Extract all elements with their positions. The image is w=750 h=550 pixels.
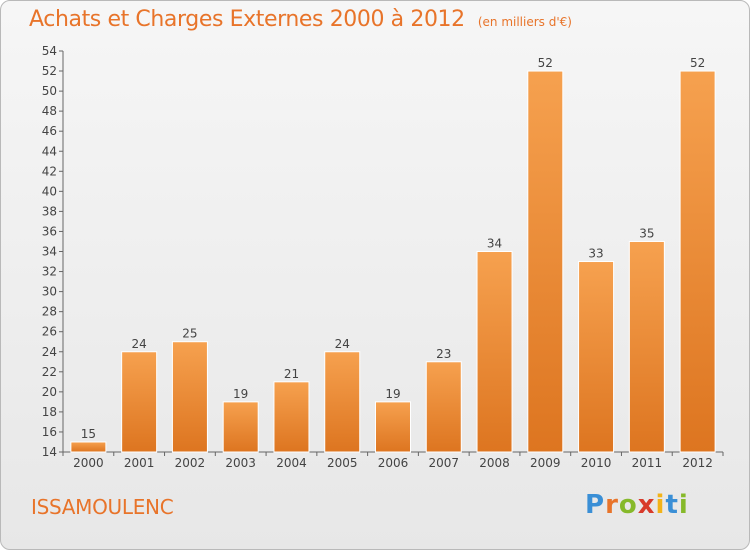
proxiti-logo: Proxiti bbox=[585, 490, 689, 520]
bar-2000 bbox=[70, 441, 107, 453]
logo-letter: r bbox=[605, 490, 619, 520]
logo-letter: i bbox=[655, 490, 666, 520]
bar-2005 bbox=[324, 351, 361, 453]
commune-name: ISSAMOULENC bbox=[31, 495, 174, 519]
value-label-2004: 21 bbox=[284, 367, 299, 381]
chart-title: Achats et Charges Externes 2000 à 2012 bbox=[29, 7, 465, 32]
bar-2010 bbox=[578, 261, 615, 453]
value-label-2012: 52 bbox=[690, 56, 705, 70]
y-tick-label: 26 bbox=[42, 325, 57, 339]
y-tick-label: 36 bbox=[42, 224, 57, 238]
bar-2004 bbox=[273, 381, 310, 453]
y-tick-label: 50 bbox=[42, 84, 57, 98]
y-tick-label: 20 bbox=[42, 385, 57, 399]
chart-header: Achats et Charges Externes 2000 à 2012 (… bbox=[29, 7, 572, 32]
value-label-2009: 52 bbox=[538, 56, 553, 70]
x-tick-label: 2007 bbox=[428, 456, 459, 470]
x-tick-label: 2009 bbox=[530, 456, 561, 470]
bar-2009 bbox=[527, 70, 564, 453]
y-tick-label: 48 bbox=[42, 104, 57, 118]
value-label-2006: 19 bbox=[385, 387, 400, 401]
logo-letter: P bbox=[585, 490, 606, 520]
x-tick-label: 2006 bbox=[378, 456, 409, 470]
bar-2002 bbox=[171, 341, 208, 453]
chart-bars bbox=[70, 70, 716, 453]
value-label-2011: 35 bbox=[639, 226, 654, 240]
bar-2006 bbox=[375, 401, 411, 453]
y-tick-label: 40 bbox=[42, 184, 57, 198]
logo-letter: t bbox=[665, 490, 679, 520]
y-tick-label: 28 bbox=[42, 305, 57, 319]
bar-2011 bbox=[628, 240, 665, 453]
bar-2008 bbox=[476, 251, 513, 453]
x-tick-label: 2012 bbox=[682, 456, 713, 470]
x-tick-label: 2002 bbox=[175, 456, 206, 470]
y-tick-label: 42 bbox=[42, 164, 57, 178]
bar-2007 bbox=[425, 361, 462, 453]
y-tick-label: 34 bbox=[42, 245, 57, 259]
value-label-2003: 19 bbox=[233, 387, 248, 401]
x-tick-label: 2008 bbox=[479, 456, 510, 470]
y-tick-label: 44 bbox=[42, 144, 57, 158]
chart-value-labels: 15 24 25 19 21 24 19 23 34 52 33 35 52 bbox=[81, 56, 706, 441]
y-tick-label: 30 bbox=[42, 285, 57, 299]
x-tick-label: 2004 bbox=[276, 456, 307, 470]
y-tick-label: 22 bbox=[42, 365, 57, 379]
bar-2012 bbox=[679, 70, 716, 453]
value-label-2005: 24 bbox=[335, 337, 350, 351]
y-tick-label: 24 bbox=[42, 345, 57, 359]
chart-axes: 14 16 18 20 22 24 26 28 30 32 34 36 38 40 42 44 46 48 50 52… bbox=[42, 44, 724, 470]
bar-2001 bbox=[121, 351, 158, 453]
value-label-2010: 33 bbox=[588, 247, 603, 261]
value-label-2007: 23 bbox=[436, 347, 451, 361]
y-tick-label: 54 bbox=[42, 44, 57, 58]
x-tick-label: 2000 bbox=[73, 456, 104, 470]
x-tick-label: 2005 bbox=[327, 456, 358, 470]
x-tick-label: 2011 bbox=[632, 456, 663, 470]
bar-2003 bbox=[222, 401, 259, 453]
y-tick-label: 38 bbox=[42, 204, 57, 218]
y-tick-label: 16 bbox=[42, 425, 57, 439]
y-tick-label: 46 bbox=[42, 124, 57, 138]
x-tick-label: 2003 bbox=[225, 456, 256, 470]
value-label-2000: 15 bbox=[81, 427, 96, 441]
value-label-2002: 25 bbox=[182, 327, 197, 341]
logo-letter: o bbox=[618, 490, 638, 520]
y-tick-label: 52 bbox=[42, 64, 57, 78]
y-tick-label: 18 bbox=[42, 405, 57, 419]
y-tick-label: 32 bbox=[42, 265, 57, 279]
logo-letter: x bbox=[637, 490, 656, 520]
value-label-2001: 24 bbox=[132, 337, 147, 351]
x-tick-label: 2010 bbox=[581, 456, 612, 470]
y-tick-label: 14 bbox=[42, 445, 57, 459]
value-label-2008: 34 bbox=[487, 237, 502, 251]
chart-subtitle: (en milliers d'€) bbox=[477, 15, 572, 29]
x-tick-label: 2001 bbox=[124, 456, 155, 470]
logo-letter: i bbox=[678, 490, 689, 520]
